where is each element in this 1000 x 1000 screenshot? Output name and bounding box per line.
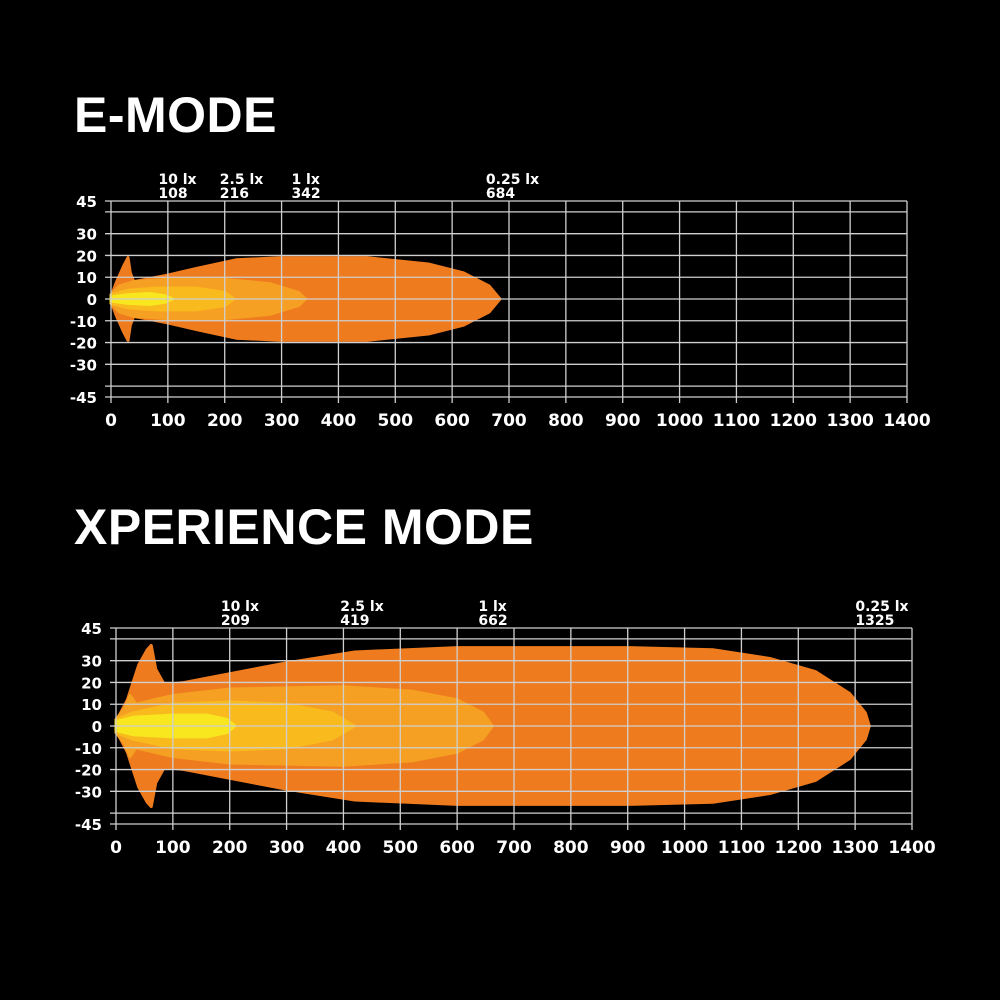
y-tick-label: -20 <box>70 335 97 353</box>
y-tick-label: 0 <box>92 718 102 736</box>
y-tick-label: -30 <box>75 783 102 801</box>
x-tick-label: 900 <box>605 411 641 431</box>
y-tick-label: 20 <box>81 674 102 692</box>
x-tick-label: 1100 <box>718 838 765 858</box>
lux-level-label: 1 lx <box>291 172 319 188</box>
y-tick-label: 30 <box>81 653 102 671</box>
lux-level-label: 0.25 lx <box>855 599 908 615</box>
y-tick-label: 10 <box>81 696 102 714</box>
x-tick-label: 1300 <box>826 411 873 431</box>
chart-title-xperience-mode: XPERIENCE MODE <box>74 499 534 555</box>
x-tick-label: 1400 <box>888 838 935 858</box>
lux-level-label: 10 lx <box>158 172 196 188</box>
y-tick-label: 0 <box>87 291 97 309</box>
lux-distance-label: 684 <box>486 186 515 202</box>
y-tick-label: -10 <box>70 313 97 331</box>
lux-level-label: 10 lx <box>221 599 259 615</box>
lux-distance-label: 419 <box>340 613 369 629</box>
x-tick-label: 0 <box>105 411 117 431</box>
x-tick-label: 600 <box>439 838 475 858</box>
lux-distance-label: 209 <box>221 613 250 629</box>
x-tick-label: 1000 <box>656 411 703 431</box>
x-tick-label: 800 <box>548 411 584 431</box>
x-tick-label: 600 <box>434 411 470 431</box>
lux-distance-label: 108 <box>158 186 187 202</box>
y-tick-label: -10 <box>75 740 102 758</box>
x-tick-label: 200 <box>207 411 243 431</box>
lux-distance-label: 216 <box>220 186 249 202</box>
y-tick-label: -45 <box>70 389 97 407</box>
x-tick-label: 1300 <box>831 838 878 858</box>
x-tick-label: 900 <box>610 838 646 858</box>
lux-level-label: 2.5 lx <box>340 599 384 615</box>
lux-distance-label: 662 <box>478 613 507 629</box>
x-tick-label: 400 <box>326 838 362 858</box>
x-tick-label: 1200 <box>770 411 817 431</box>
y-tick-label: -45 <box>75 816 102 834</box>
x-tick-label: 500 <box>383 838 419 858</box>
x-tick-label: 100 <box>150 411 186 431</box>
lux-level-label: 1 lx <box>478 599 506 615</box>
lux-distance-label: 1325 <box>855 613 894 629</box>
y-tick-label: -30 <box>70 356 97 374</box>
x-tick-label: 700 <box>491 411 527 431</box>
lux-level-label: 0.25 lx <box>486 172 539 188</box>
x-tick-label: 1000 <box>661 838 708 858</box>
x-tick-label: 400 <box>321 411 357 431</box>
x-tick-label: 0 <box>110 838 122 858</box>
y-tick-label: 45 <box>81 620 102 638</box>
y-tick-label: -20 <box>75 762 102 780</box>
x-tick-label: 800 <box>553 838 589 858</box>
x-tick-label: 1400 <box>883 411 930 431</box>
x-tick-label: 200 <box>212 838 248 858</box>
x-tick-label: 300 <box>264 411 300 431</box>
chart-title-e-mode: E-MODE <box>74 87 277 143</box>
y-tick-label: 20 <box>76 247 97 265</box>
x-tick-label: 300 <box>269 838 305 858</box>
lux-level-label: 2.5 lx <box>220 172 264 188</box>
y-tick-label: 10 <box>76 269 97 287</box>
x-tick-label: 500 <box>378 411 414 431</box>
y-tick-label: 45 <box>76 193 97 211</box>
x-tick-label: 1100 <box>713 411 760 431</box>
x-tick-label: 700 <box>496 838 532 858</box>
x-tick-label: 1200 <box>775 838 822 858</box>
y-tick-label: 30 <box>76 226 97 244</box>
lux-distance-label: 342 <box>291 186 320 202</box>
x-tick-label: 100 <box>155 838 191 858</box>
